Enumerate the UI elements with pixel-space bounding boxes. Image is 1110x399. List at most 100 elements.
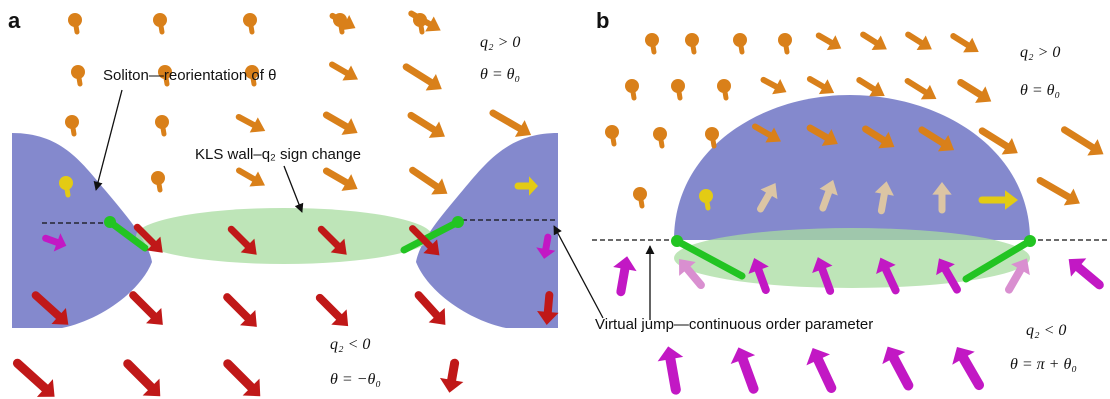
virtual-jump-annotation: Virtual jump—continuous order parameter xyxy=(595,316,874,333)
director-arrow xyxy=(408,10,441,32)
wall-edge-dot-left-b xyxy=(671,235,683,247)
director-arrow xyxy=(123,359,161,397)
soliton-region-left xyxy=(12,133,152,328)
director-arrow xyxy=(322,111,358,135)
soliton-annotation: Soliton—reorientation of θ xyxy=(103,67,277,84)
director-arrow-endon xyxy=(605,125,619,147)
wall-edge-dot-left xyxy=(104,216,116,228)
director-arrow xyxy=(409,166,448,195)
director-arrow xyxy=(752,123,781,143)
director-arrow xyxy=(876,257,900,295)
director-arrow xyxy=(223,359,261,397)
director-arrow xyxy=(489,109,532,137)
director-arrow xyxy=(439,358,464,393)
director-arrow xyxy=(329,61,358,81)
director-arrow xyxy=(1005,258,1030,294)
director-arrow xyxy=(905,31,932,51)
director-arrow xyxy=(1036,177,1080,206)
director-arrow-endon xyxy=(671,79,685,101)
q2-positive-label-b: q₂ > 0 xyxy=(1020,44,1061,61)
director-arrow-endon xyxy=(151,171,165,193)
director-arrow xyxy=(227,225,257,255)
director-arrow-endon xyxy=(685,33,699,55)
director-arrow-endon xyxy=(705,127,719,149)
soliton-dome xyxy=(674,95,1030,240)
director-arrow xyxy=(862,125,895,149)
director-arrow-endon xyxy=(699,189,713,211)
director-arrow-endon xyxy=(645,33,659,55)
q2-negative-label-a: q₂ < 0 xyxy=(330,336,371,353)
director-arrow-endon xyxy=(653,127,667,149)
director-arrow xyxy=(819,179,838,212)
director-arrow xyxy=(536,233,556,259)
director-arrow xyxy=(31,291,69,325)
wall-edge-dot-right xyxy=(452,216,464,228)
director-arrow xyxy=(860,31,887,51)
director-arrow-endon xyxy=(243,13,257,35)
panel-label-b: b xyxy=(596,8,610,33)
q2-negative-label-b: q₂ < 0 xyxy=(1026,322,1067,339)
kls-pointer xyxy=(283,165,304,213)
director-arrow xyxy=(806,348,837,393)
director-arrow-endon xyxy=(633,187,647,209)
director-arrow xyxy=(514,176,538,196)
wall-edge-right xyxy=(400,218,462,254)
director-arrow xyxy=(679,258,705,290)
director-arrow xyxy=(748,258,770,294)
wall-edge-right-b xyxy=(962,237,1034,283)
director-arrow xyxy=(815,32,842,51)
director-arrow xyxy=(402,63,442,91)
q2-positive-label-a: q₂ > 0 xyxy=(480,34,521,51)
director-arrow xyxy=(42,233,67,252)
wall-edge-left xyxy=(106,218,149,252)
director-arrow xyxy=(407,111,445,138)
director-arrow xyxy=(932,182,952,214)
virtual-wall-disk xyxy=(674,228,1030,288)
director-arrow xyxy=(904,77,937,100)
director-arrow-endon xyxy=(733,33,747,55)
panel-a xyxy=(12,10,559,397)
director-arrow xyxy=(133,223,163,253)
director-arrow-endon xyxy=(71,65,85,87)
director-arrow xyxy=(12,358,55,397)
theta-top-label-b: θ = θ₀ xyxy=(1020,82,1061,99)
director-arrow xyxy=(882,346,914,391)
director-arrow xyxy=(760,76,787,95)
director-arrow xyxy=(613,256,637,297)
director-arrow xyxy=(414,291,446,325)
director-arrow-endon xyxy=(68,13,82,35)
director-arrow-endon xyxy=(65,115,79,137)
director-arrow xyxy=(978,190,1018,210)
director-arrow xyxy=(812,257,835,295)
director-arrow xyxy=(957,78,992,103)
director-arrow xyxy=(806,76,835,95)
director-arrow xyxy=(317,225,347,255)
kls-wall-annotation: KLS wall–q₂ sign change xyxy=(195,146,361,163)
director-arrow-endon xyxy=(717,79,731,101)
wall-edge-dot-right-b xyxy=(1024,235,1036,247)
director-field-a xyxy=(12,10,559,397)
director-arrow xyxy=(129,291,163,325)
director-arrow xyxy=(1068,258,1104,290)
soliton-pointer xyxy=(93,89,123,191)
director-arrow xyxy=(856,77,885,97)
director-field-b xyxy=(605,31,1104,395)
director-arrow-endon xyxy=(59,176,73,198)
director-arrow xyxy=(1060,126,1104,156)
director-arrow xyxy=(409,225,440,256)
director-arrow xyxy=(537,291,559,325)
virtual-jump-pointer-right xyxy=(553,225,604,319)
director-arrow xyxy=(950,33,979,53)
director-arrow xyxy=(806,124,838,146)
director-arrow xyxy=(757,183,778,213)
panel-b xyxy=(553,31,1108,395)
kls-wall xyxy=(136,208,432,264)
director-arrow-endon xyxy=(778,33,792,55)
director-arrow xyxy=(223,293,257,327)
director-arrow xyxy=(236,167,265,187)
director-arrow xyxy=(235,113,266,133)
director-arrow xyxy=(918,126,955,152)
soliton-region-right xyxy=(416,133,558,328)
wall-edge-left-b xyxy=(673,237,746,280)
